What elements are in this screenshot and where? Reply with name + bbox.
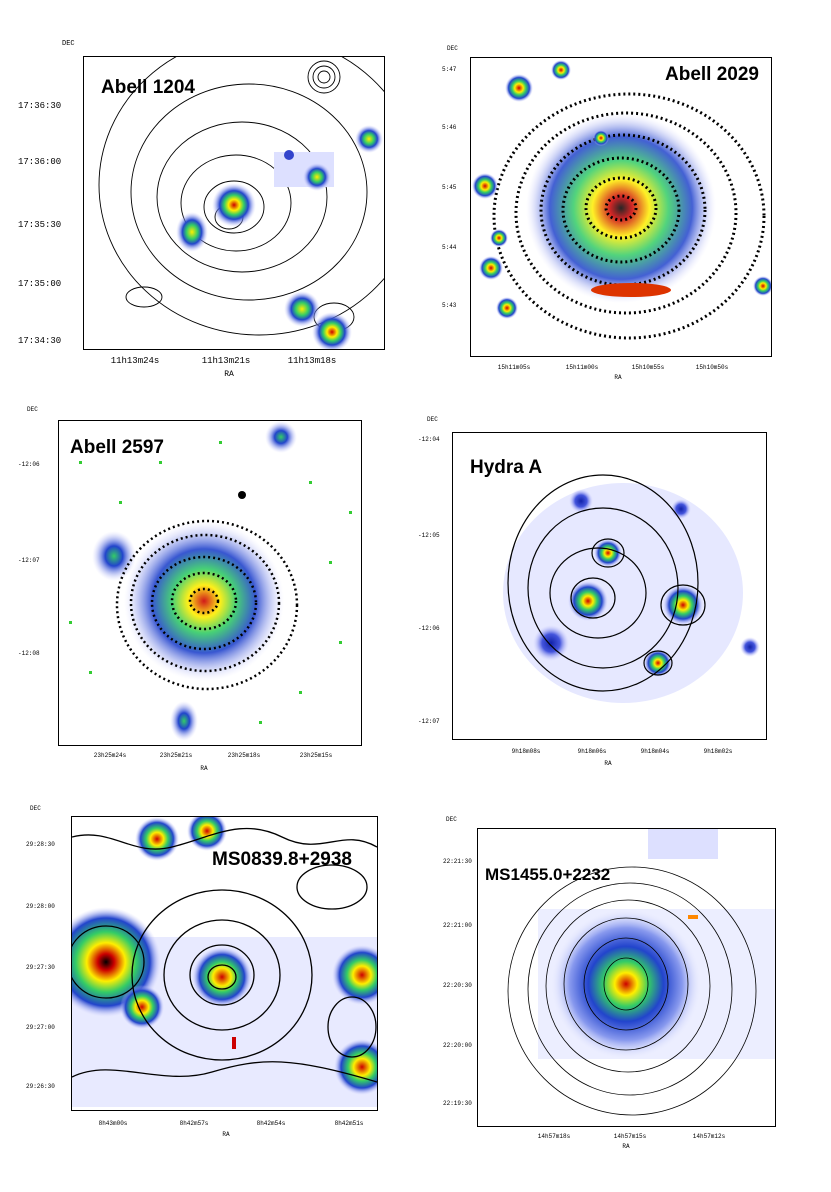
y-tick: 22:21:30	[443, 858, 472, 865]
panel-title: Abell 1204	[101, 77, 195, 98]
x-tick: 9h18m06s	[577, 748, 607, 755]
ra-axis-label: RA	[200, 765, 208, 772]
image-hydra-a: Hydra A	[452, 432, 767, 740]
x-tick: 14h57m18s	[537, 1133, 571, 1140]
ra-axis-label: RA	[614, 374, 622, 381]
x-tick: 23h25m18s	[227, 752, 261, 759]
x-tick: 9h18m08s	[511, 748, 541, 755]
x-tick: 8h42m57s	[179, 1120, 209, 1127]
x-tick: 15h10m50s	[695, 364, 729, 371]
x-tick: 11h13m18s	[287, 356, 337, 366]
x-tick: 8h42m54s	[256, 1120, 286, 1127]
panel-title: MS0839.8+2938	[212, 849, 352, 870]
y-tick: 17:34:30	[18, 336, 62, 346]
dec-axis-label: DEC	[62, 40, 75, 48]
y-tick: 5:46	[442, 124, 457, 131]
x-tick: 9h18m02s	[703, 748, 733, 755]
y-tick: -12:08	[18, 650, 40, 657]
y-tick: 29:26:30	[26, 1083, 55, 1090]
panel-title: Abell 2029	[665, 64, 759, 85]
x-tick: 9h18m04s	[640, 748, 670, 755]
y-tick: 29:27:00	[26, 1024, 55, 1031]
y-tick: -12:06	[18, 461, 40, 468]
x-tick: 14h57m15s	[613, 1133, 647, 1140]
y-tick: 5:47	[442, 66, 457, 73]
x-tick: 15h10m55s	[631, 364, 665, 371]
ra-axis-label: RA	[222, 1131, 230, 1138]
x-tick: 15h11m00s	[565, 364, 599, 371]
dec-axis-label: DEC	[30, 805, 41, 812]
image-abell-2597: Abell 2597	[58, 420, 362, 746]
x-tick: 11h13m21s	[201, 356, 251, 366]
y-tick: 22:19:30	[443, 1100, 472, 1107]
image-ms1455: MS1455.0+2232	[477, 828, 776, 1127]
dec-axis-label: DEC	[446, 816, 457, 823]
y-tick: 17:36:30	[18, 101, 62, 111]
dec-axis-label: DEC	[447, 45, 458, 52]
y-tick: 5:44	[442, 244, 457, 251]
x-tick: 23h25m24s	[93, 752, 127, 759]
y-tick: 5:45	[442, 184, 457, 191]
y-tick: -12:06	[418, 625, 440, 632]
y-tick: -12:04	[418, 436, 440, 443]
y-tick: 29:28:00	[26, 903, 55, 910]
panel-title: Hydra A	[470, 457, 543, 478]
ra-axis-label: RA	[224, 370, 234, 379]
x-tick: 23h25m15s	[299, 752, 333, 759]
panel-title: Abell 2597	[70, 437, 164, 458]
y-tick: 5:43	[442, 302, 457, 309]
y-tick: 22:20:30	[443, 982, 472, 989]
y-tick: 29:28:30	[26, 841, 55, 848]
x-tick: 11h13m24s	[110, 356, 160, 366]
y-tick: 17:36:00	[18, 157, 62, 167]
y-tick: 17:35:00	[18, 279, 62, 289]
dec-axis-label: DEC	[427, 416, 438, 423]
x-tick: 8h42m51s	[334, 1120, 364, 1127]
y-tick: 22:21:00	[443, 922, 472, 929]
y-tick: -12:05	[418, 532, 440, 539]
y-tick: -12:07	[18, 557, 40, 564]
image-abell-2029: Abell 2029	[470, 57, 772, 357]
x-tick: 23h25m21s	[159, 752, 193, 759]
image-abell-1204: Abell 1204	[83, 56, 385, 350]
x-tick: 8h43m00s	[98, 1120, 128, 1127]
ra-axis-label: RA	[604, 760, 612, 767]
ra-axis-label: RA	[622, 1143, 630, 1150]
y-tick: 22:20:00	[443, 1042, 472, 1049]
y-tick: 29:27:30	[26, 964, 55, 971]
y-tick: -12:07	[418, 718, 440, 725]
panel-title: MS1455.0+2232	[485, 865, 611, 884]
image-ms0839: MS0839.8+2938	[71, 816, 378, 1111]
x-tick: 14h57m12s	[692, 1133, 726, 1140]
x-tick: 15h11m05s	[497, 364, 531, 371]
y-tick: 17:35:30	[18, 220, 62, 230]
dec-axis-label: DEC	[27, 406, 38, 413]
